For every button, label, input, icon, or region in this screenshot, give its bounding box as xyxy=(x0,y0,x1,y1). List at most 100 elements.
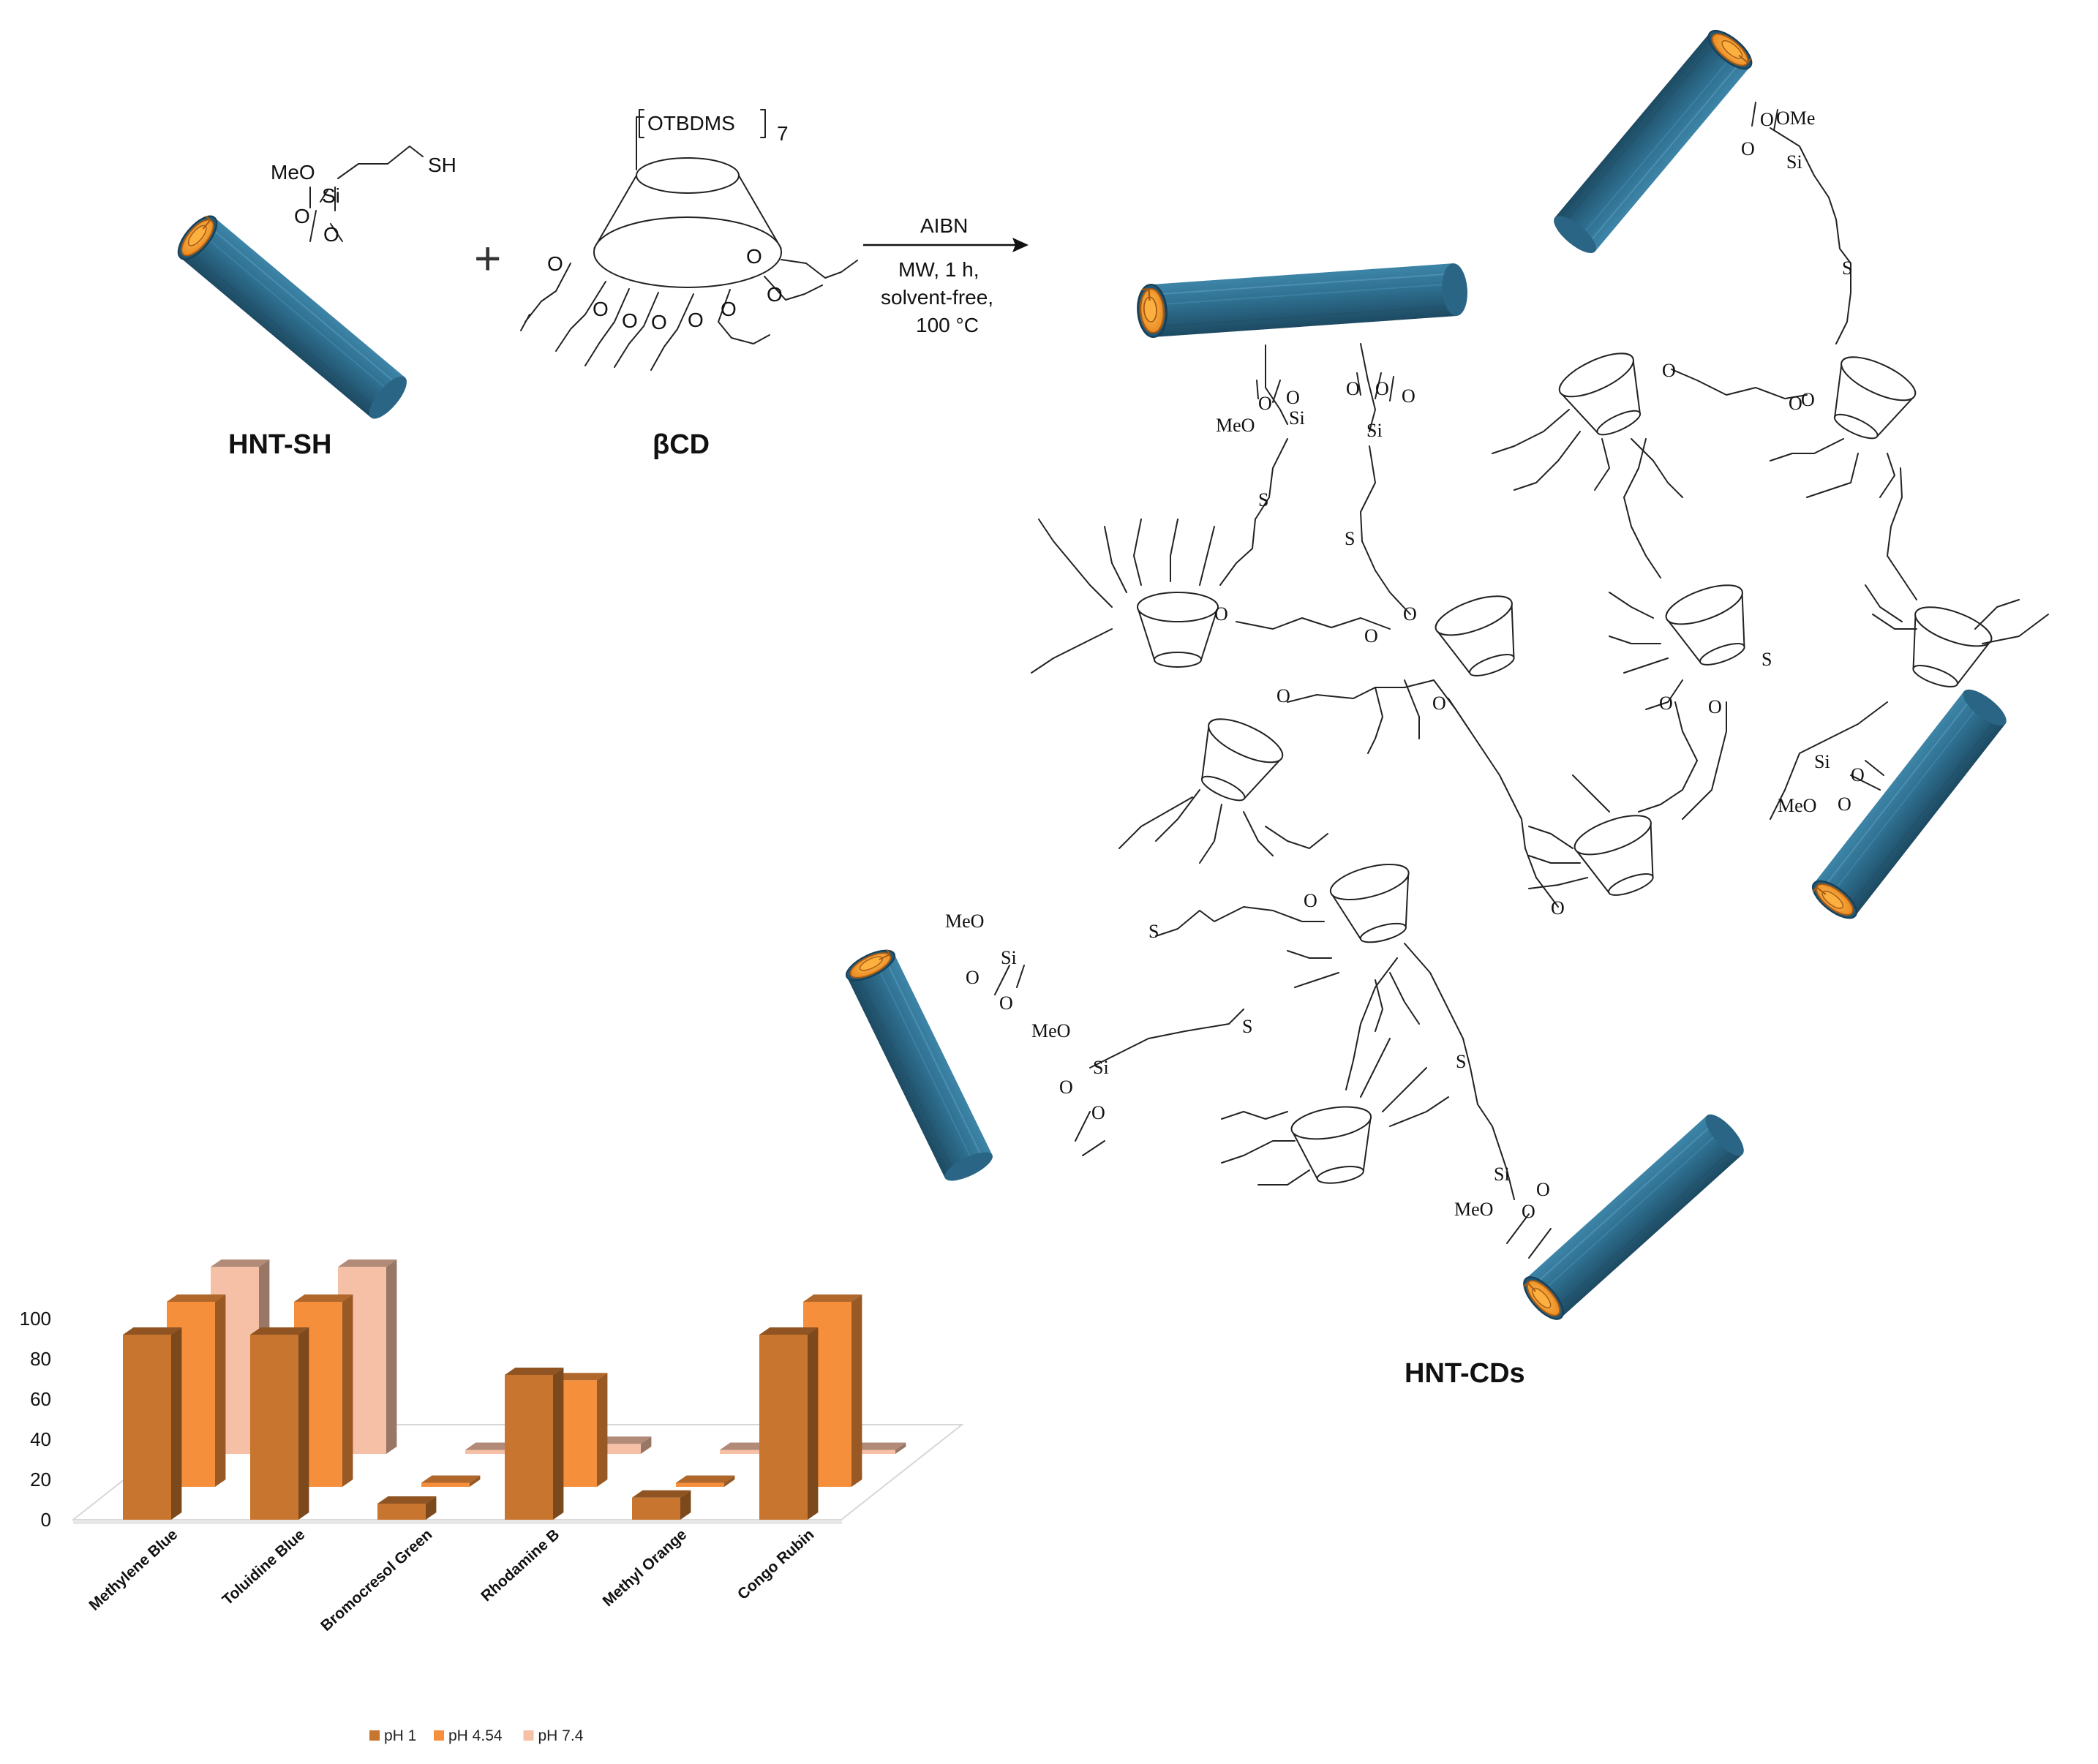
linker-chains xyxy=(1089,127,1917,1200)
x-axis-labels: Methylene Blue Toluidine Blue Bromocresol … xyxy=(86,1526,817,1635)
s-label: S xyxy=(1345,528,1355,549)
o-label: O xyxy=(1708,696,1722,717)
beta-cd-label: βCD xyxy=(653,429,710,460)
o-label: O xyxy=(1551,897,1565,919)
legend-entry: pH 4.54 xyxy=(448,1727,503,1744)
legend-entry: pH 1 xyxy=(384,1727,416,1744)
y-tick-label: 100 xyxy=(20,1308,51,1330)
y-tick-label: 0 xyxy=(41,1509,51,1531)
x-tick-label: Bromocresol Green xyxy=(317,1526,435,1635)
o-label: O xyxy=(651,311,667,333)
si-label: Si xyxy=(322,184,340,207)
hnt-cds-product: MeO Si Si O O O O O S S OMe Si O O S Si … xyxy=(841,23,2049,1389)
bar xyxy=(123,1327,182,1520)
o-label: O xyxy=(767,283,783,306)
bar xyxy=(250,1327,309,1520)
y-tick-label: 60 xyxy=(30,1388,51,1410)
s-label: S xyxy=(1842,257,1852,279)
subscript-7: 7 xyxy=(777,122,789,145)
o-label: O xyxy=(1760,109,1774,130)
dye-adsorption-chart: 0 20 40 60 80 100 Methylene Blue Toluidine Blu… xyxy=(20,1259,964,1744)
si-label: Si xyxy=(1494,1164,1510,1185)
o-label: O xyxy=(1214,603,1228,625)
bar-series xyxy=(123,1259,906,1520)
o-label: O xyxy=(1364,625,1378,647)
y-tick-label: 40 xyxy=(30,1428,51,1450)
cyclodextrin-unit xyxy=(1326,856,1425,951)
o-label: O xyxy=(1522,1201,1535,1222)
x-tick-label: Toluidine Blue xyxy=(219,1526,309,1609)
halloysite-nanotube xyxy=(1135,261,1470,339)
beta-cd-reactant: OTBDMS 7 O O O O O O O O βCD xyxy=(520,109,858,460)
o-label: O xyxy=(966,967,980,988)
o-label: O xyxy=(547,252,563,275)
o-label: O xyxy=(622,309,638,332)
halloysite-nanotube xyxy=(1547,23,1759,260)
o-label: O xyxy=(323,223,339,246)
ome-label: OMe xyxy=(1776,108,1815,129)
o-label: O xyxy=(999,992,1013,1014)
bar xyxy=(759,1327,819,1520)
o-label: O xyxy=(746,245,762,268)
halloysite-nanotube xyxy=(1516,1108,1751,1327)
o-label: O xyxy=(1258,393,1272,414)
x-tick-label: Methyl Orange xyxy=(600,1526,691,1610)
s-label: S xyxy=(1242,1016,1252,1037)
allyl-arms xyxy=(1031,409,2049,1186)
si-label: Si xyxy=(1289,407,1305,429)
s-label: S xyxy=(1762,649,1772,670)
si-label: Si xyxy=(1093,1057,1109,1078)
cyclodextrin-unit xyxy=(1661,576,1764,676)
o-label: O xyxy=(294,205,310,227)
o-label: O xyxy=(1851,764,1865,785)
condition-line-2: solvent-free, xyxy=(881,286,993,309)
o-label: O xyxy=(1375,378,1389,399)
si-label: Si xyxy=(1814,751,1830,772)
meo-label: MeO xyxy=(1778,795,1816,816)
x-tick-label: Rhodamine B xyxy=(478,1526,563,1605)
o-label: O xyxy=(1286,387,1300,408)
o-label: O xyxy=(1402,385,1415,407)
o-label: O xyxy=(1346,378,1360,399)
bar xyxy=(421,1475,481,1487)
chart-floor-shadow xyxy=(73,1520,843,1524)
plus-sign: + xyxy=(474,232,501,284)
o-label: O xyxy=(1091,1102,1105,1123)
bar xyxy=(505,1368,564,1520)
si-label: Si xyxy=(1001,947,1017,968)
bar xyxy=(377,1496,437,1520)
product-atom-labels: MeO Si Si O O O O O S S OMe Si O O S Si … xyxy=(945,108,1865,1222)
condition-line-3: 100 °C xyxy=(916,314,979,336)
cyclodextrin-unit xyxy=(1569,807,1672,906)
legend-swatch xyxy=(434,1730,444,1741)
o-label: O xyxy=(1659,693,1673,714)
legend-swatch xyxy=(369,1730,380,1741)
reaction-arrow: AIBN MW, 1 h, solvent-free, 100 °C xyxy=(863,214,1029,336)
o-label: O xyxy=(1801,389,1815,410)
bar xyxy=(676,1475,735,1487)
meo-label: MeO xyxy=(271,161,315,184)
s-label: S xyxy=(1456,1051,1466,1072)
otbdms-label: OTBDMS xyxy=(647,112,735,135)
chart-legend: pH 1 pH 4.54 pH 7.4 xyxy=(369,1727,584,1744)
o-label: O xyxy=(593,298,609,320)
meo-label: MeO xyxy=(1216,415,1255,436)
x-tick-label: Congo Rubin xyxy=(734,1526,817,1603)
cyclodextrin-unit xyxy=(1816,347,1922,451)
cyclodextrin-unit xyxy=(1553,344,1659,448)
cyclodextrin-unit xyxy=(1288,1101,1383,1190)
o-label: O xyxy=(721,298,737,320)
silane-anchors xyxy=(994,102,1884,1259)
o-label: O xyxy=(1432,693,1446,714)
o-label: O xyxy=(1789,393,1802,414)
cyclodextrin-unit xyxy=(1183,709,1289,813)
hnt-sh-label: HNT-SH xyxy=(228,429,331,460)
legend-swatch xyxy=(523,1730,534,1741)
cyclodextrin-unit xyxy=(1137,592,1219,668)
o-label: O xyxy=(1403,603,1417,625)
y-tick-label: 80 xyxy=(30,1348,51,1370)
si-label: Si xyxy=(1366,420,1383,441)
o-label: O xyxy=(1059,1077,1073,1098)
cyclodextrin-unit xyxy=(1894,598,1997,698)
